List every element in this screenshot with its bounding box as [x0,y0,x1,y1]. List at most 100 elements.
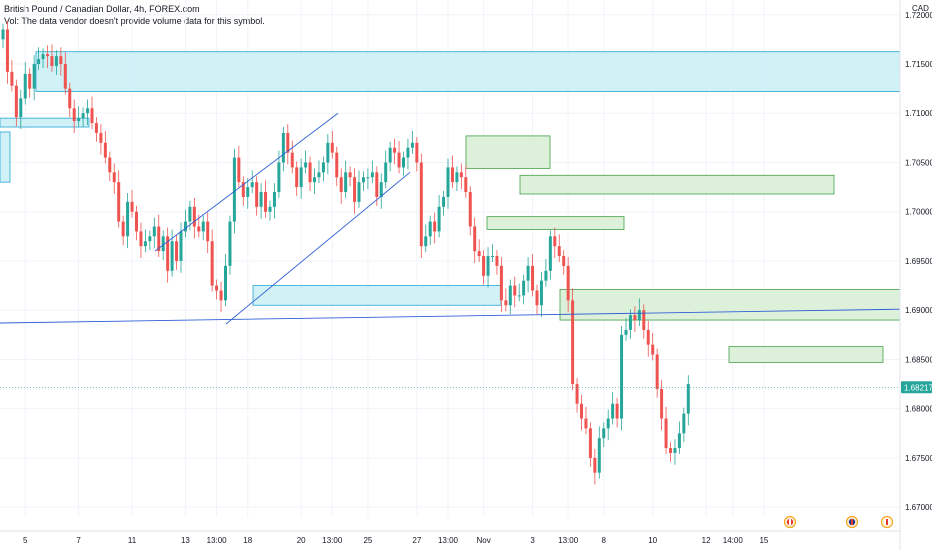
price-tick-label: 1.68500 [905,355,932,364]
candle-body [232,157,236,222]
candle-body [23,73,27,99]
price-tick-label: 1.68000 [905,405,932,414]
candle-body [81,113,85,119]
candle-body [580,403,583,419]
candle-body [633,315,637,321]
candle-body [637,310,641,321]
candle-body [143,241,147,247]
time-tick-label: 7 [76,536,81,545]
candle-body [344,172,348,193]
candle-body [660,388,664,419]
demand-zone [486,216,625,230]
candle-body [86,108,90,114]
time-tick-label: 18 [243,536,252,545]
us-flag-icon [880,515,894,529]
price-tick-label: 1.70000 [905,208,932,217]
candle-body [135,211,138,232]
candle-body [192,206,196,227]
time-tick-label: 15 [759,536,768,545]
candle-body [522,280,526,296]
uk-flag-icon [845,515,859,529]
candle-body [313,177,316,183]
candle-body [491,256,494,258]
candle-body [526,265,530,281]
candle-body [508,285,512,306]
time-axis[interactable]: 5 7 11 13 13:00 18 20 13:00 25 27 13:00 Nov 3 13:00 8 1… [0,530,900,545]
price-tick-label: 1.70500 [905,158,932,167]
time-tick-label: 13:00 [322,536,343,545]
supply-zone [0,131,11,183]
candle-body [620,334,624,419]
candle-body [531,265,535,291]
candle-body [495,256,499,266]
time-tick-label: 13:00 [558,536,579,545]
candle-body [14,85,18,118]
candle-body [77,118,81,122]
candle-body [210,241,214,286]
candle-body [473,226,477,252]
candle-body [179,231,183,261]
candle-body [651,344,655,355]
candle-body [295,167,299,188]
candle-body [219,290,223,301]
time-tick-label: 12 [702,536,711,545]
price-tick-label: 1.71000 [905,109,932,118]
time-tick-label: 20 [297,536,306,545]
candle-body [517,295,521,297]
candle-body [237,157,241,183]
candle-body [268,206,272,212]
candle-body [482,256,486,276]
candle-body [504,300,508,306]
trendline [154,112,339,252]
candle-body [424,236,428,247]
economic-events[interactable] [783,515,894,529]
candle-body [437,206,441,232]
candle-body [10,71,14,86]
candle-body [304,162,308,168]
candle-body [28,73,32,89]
supply-zone [252,285,502,306]
last-price-tag: 1.68217 [901,381,932,394]
candle-body [335,152,339,178]
time-tick-label: 8 [602,536,607,545]
candle-body [513,285,517,296]
zones [0,51,901,363]
candle-body [108,157,112,173]
candle-body [410,142,414,148]
candle-body [197,226,201,232]
candle-body [152,226,156,237]
candle-body [1,29,5,40]
candle-body [428,221,432,237]
candle-body [464,177,468,193]
time-tick-label: Nov [476,536,490,545]
candle-body [624,329,628,335]
time-tick-label: 13 [181,536,190,545]
price-tick-label: 1.71500 [905,60,932,69]
demand-zone [519,174,835,195]
candle-body [54,56,58,66]
supply-zone [35,51,901,92]
candle-body [161,236,165,252]
candle-body [255,182,259,207]
candle-body [535,290,539,306]
currency-label: CAD [912,4,929,13]
trendline [0,308,901,324]
time-tick-label: 10 [648,536,657,545]
candle-body [446,167,450,197]
candle-body [308,162,312,183]
candle-body [375,172,379,197]
candle-body [299,167,303,188]
price-axis[interactable]: 1.72000 1.71500 1.71000 1.70500 1.70000 1.695… [899,0,932,550]
candle-body [148,236,152,242]
demand-zone [728,346,884,363]
price-tick-label: 1.72000 [905,11,932,20]
time-tick-label: 11 [128,536,137,545]
candle-body [290,152,294,168]
demand-zone [465,135,551,169]
candle-body [584,418,588,429]
candle-body [615,403,619,419]
candle-body [121,221,125,237]
candle-body [393,147,397,153]
time-tick-label: 5 [23,536,28,545]
